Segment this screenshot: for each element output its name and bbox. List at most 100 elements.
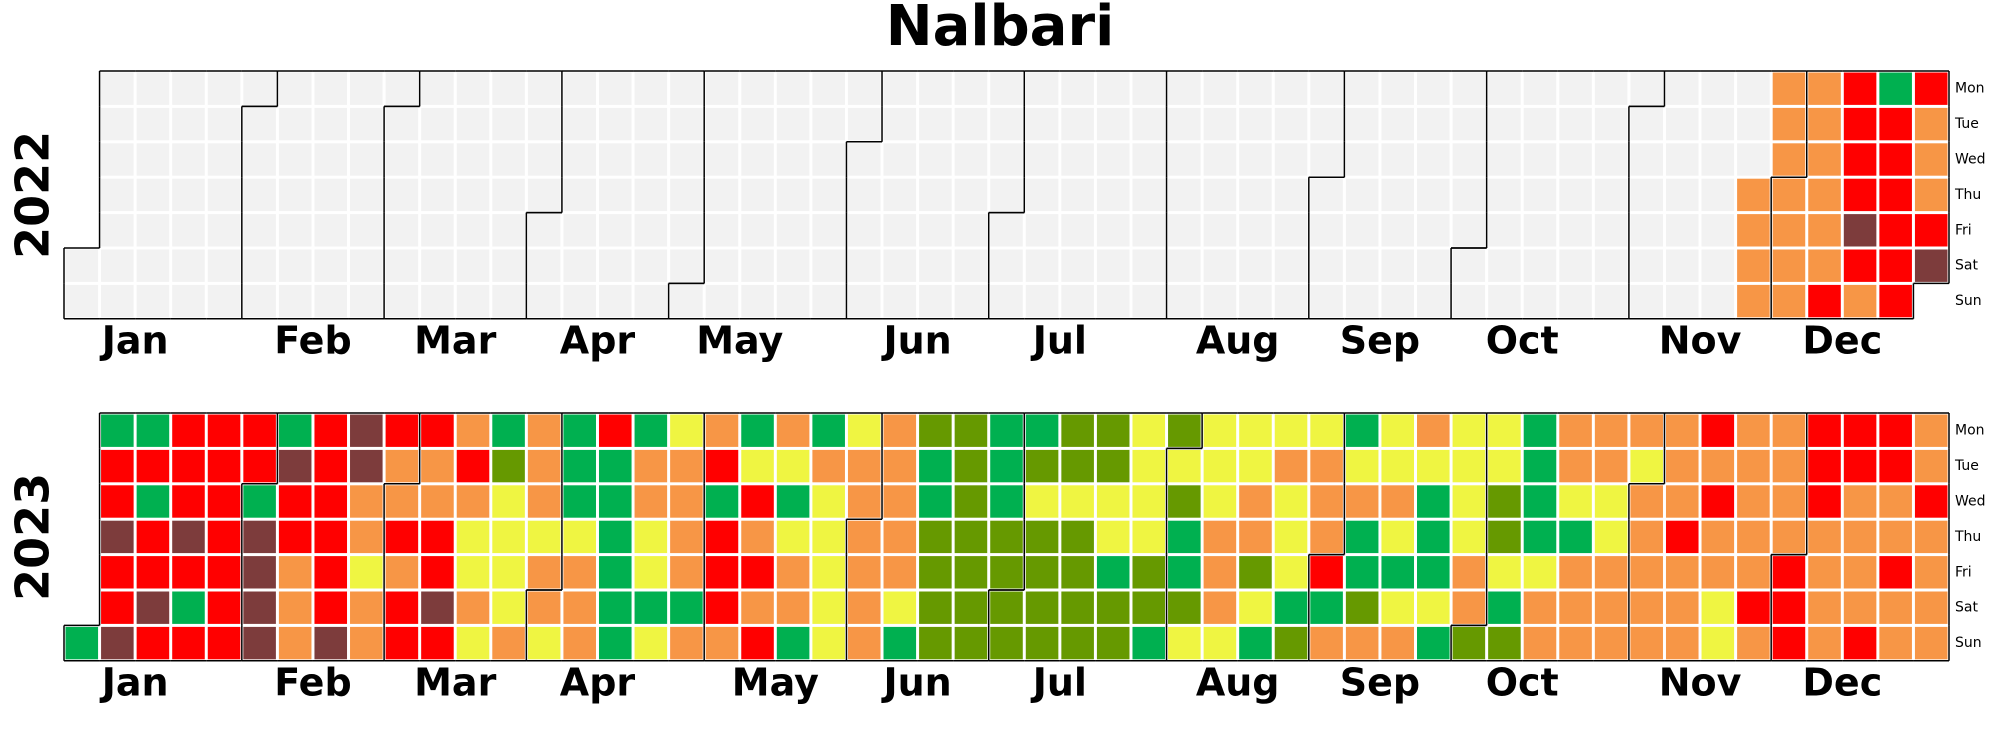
no-data-cell [954,214,988,247]
no-data-cell [207,107,241,141]
day-cell [1630,485,1663,518]
chart-title: Nalbari [886,0,1115,59]
day-cell [670,414,703,447]
no-data-cell [1132,107,1166,141]
day-cell [1310,449,1343,483]
no-data-cell [1417,178,1450,212]
day-cell [207,485,241,518]
day-cell [1879,143,1912,176]
day-cell [1559,485,1592,518]
month-label: Dec [1802,660,1882,704]
day-cell [1132,520,1166,554]
day-cell [1381,520,1415,554]
day-cell [1843,520,1877,554]
no-data-cell [634,178,668,212]
no-data-cell [1488,284,1521,318]
day-cell [1559,556,1592,589]
day-cell [492,485,525,518]
day-cell [1523,520,1557,554]
day-cell [847,591,881,624]
day-cell [278,591,312,624]
day-cell [1274,591,1308,624]
day-cell [1843,214,1877,247]
day-cell [563,626,596,660]
no-data-cell [1025,284,1059,318]
no-data-cell [1452,284,1486,318]
day-cell [1914,178,1948,212]
day-cell [1701,556,1735,589]
day-cell [1843,143,1877,176]
day-cell [847,449,881,483]
no-data-cell [598,143,632,176]
day-cell [1914,249,1948,282]
no-data-cell [1274,107,1308,141]
no-data-cell [741,72,774,105]
no-data-cell [1523,107,1557,141]
no-data-cell [1203,178,1237,212]
day-cell [1025,449,1059,483]
no-data-cell [385,107,419,141]
day-cell [1808,178,1841,212]
no-data-cell [919,72,952,105]
day-cell [1025,556,1059,589]
day-cell [101,449,134,483]
no-data-cell [1701,249,1735,282]
day-cell [776,591,810,624]
day-cell [1594,485,1628,518]
no-data-cell [705,214,739,247]
weekday-label: Wed [1955,494,1986,510]
day-cell [1345,626,1379,660]
day-cell [314,449,348,483]
day-cell [1701,414,1735,447]
day-cell [1594,520,1628,554]
day-cell [527,591,561,624]
day-cell [1381,414,1415,447]
no-data-cell [1523,249,1557,282]
day-cell [563,449,596,483]
day-cell [1737,591,1770,624]
day-cell [1772,214,1806,247]
weekday-label: Fri [1955,222,1972,238]
month-label: May [732,660,819,704]
no-data-cell [954,107,988,141]
day-cell [350,626,383,660]
day-cell [1523,626,1557,660]
weekday-label: Mon [1955,81,1985,97]
no-data-cell [1452,214,1486,247]
day-cell [314,556,348,589]
day-cell [1488,520,1521,554]
day-cell [919,449,952,483]
day-cell [634,485,668,518]
no-data-cell [1381,249,1415,282]
day-cell [314,485,348,518]
day-cell [1132,449,1166,483]
no-data-cell [456,284,490,318]
month-label: Feb [274,318,351,362]
day-cell [598,414,632,447]
no-data-cell [1096,107,1130,141]
day-cell [1203,556,1237,589]
no-data-cell [101,284,134,318]
day-cell [1737,556,1770,589]
day-cell [1310,414,1343,447]
day-cell [243,449,276,483]
day-cell [1381,626,1415,660]
day-cell [990,449,1023,483]
day-cell [1025,626,1059,660]
day-cell [1914,72,1948,105]
day-cell [1417,449,1450,483]
no-data-cell [527,249,561,282]
day-cell [1843,178,1877,212]
day-cell [1025,520,1059,554]
no-data-cell [1737,143,1770,176]
day-cell [492,414,525,447]
no-data-cell [385,214,419,247]
day-cell [1452,591,1486,624]
day-cell [1701,485,1735,518]
no-data-cell [919,214,952,247]
no-data-cell [1239,249,1272,282]
no-data-cell [1168,214,1201,247]
day-cell [1879,72,1912,105]
day-cell [1737,284,1770,318]
day-cell [812,556,845,589]
